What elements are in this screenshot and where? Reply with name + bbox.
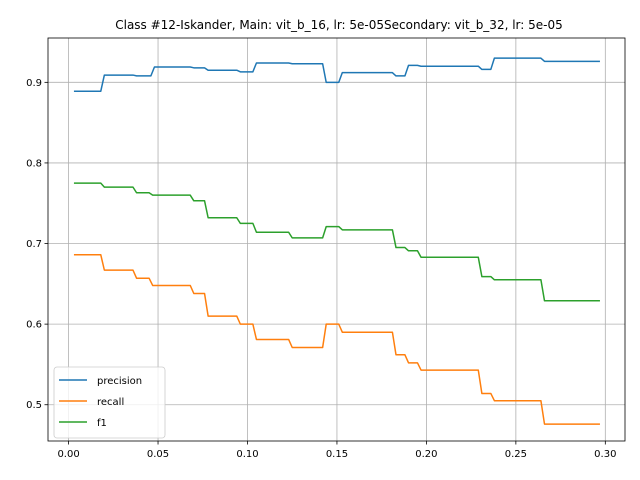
legend-label-recall: recall bbox=[97, 397, 124, 408]
y-tick-label: 0.7 bbox=[26, 239, 42, 250]
y-tick-label: 0.8 bbox=[26, 158, 42, 169]
x-tick-label: 0.30 bbox=[594, 449, 616, 460]
x-tick-label: 0.20 bbox=[415, 449, 437, 460]
x-tick-label: 0.05 bbox=[147, 449, 169, 460]
x-tick-label: 0.15 bbox=[326, 449, 348, 460]
y-tick-label: 0.9 bbox=[26, 78, 42, 89]
y-axis: 0.5 0.6 0.7 0.8 0.9 bbox=[26, 78, 48, 411]
legend-label-f1: f1 bbox=[97, 418, 107, 429]
y-tick-label: 0.5 bbox=[26, 400, 42, 411]
series-line-precision bbox=[73, 57, 600, 92]
plot-frame bbox=[47, 37, 626, 442]
legend: precision recall f1 bbox=[53, 366, 166, 439]
x-tick-label: 0.25 bbox=[505, 449, 527, 460]
chart-title: Class #12-Iskander, Main: vit_b_16, lr: … bbox=[115, 18, 563, 32]
legend-label-precision: precision bbox=[97, 376, 142, 387]
series-line-f1 bbox=[73, 182, 600, 302]
x-tick-label: 0.10 bbox=[236, 449, 258, 460]
x-tick-label: 0.00 bbox=[57, 449, 79, 460]
x-axis: 0.00 0.05 0.10 0.15 0.20 0.25 0.30 bbox=[57, 441, 616, 460]
plot-series bbox=[73, 57, 600, 425]
y-tick-label: 0.6 bbox=[26, 320, 42, 331]
legend-box bbox=[53, 366, 166, 439]
series-line-recall bbox=[73, 254, 600, 425]
